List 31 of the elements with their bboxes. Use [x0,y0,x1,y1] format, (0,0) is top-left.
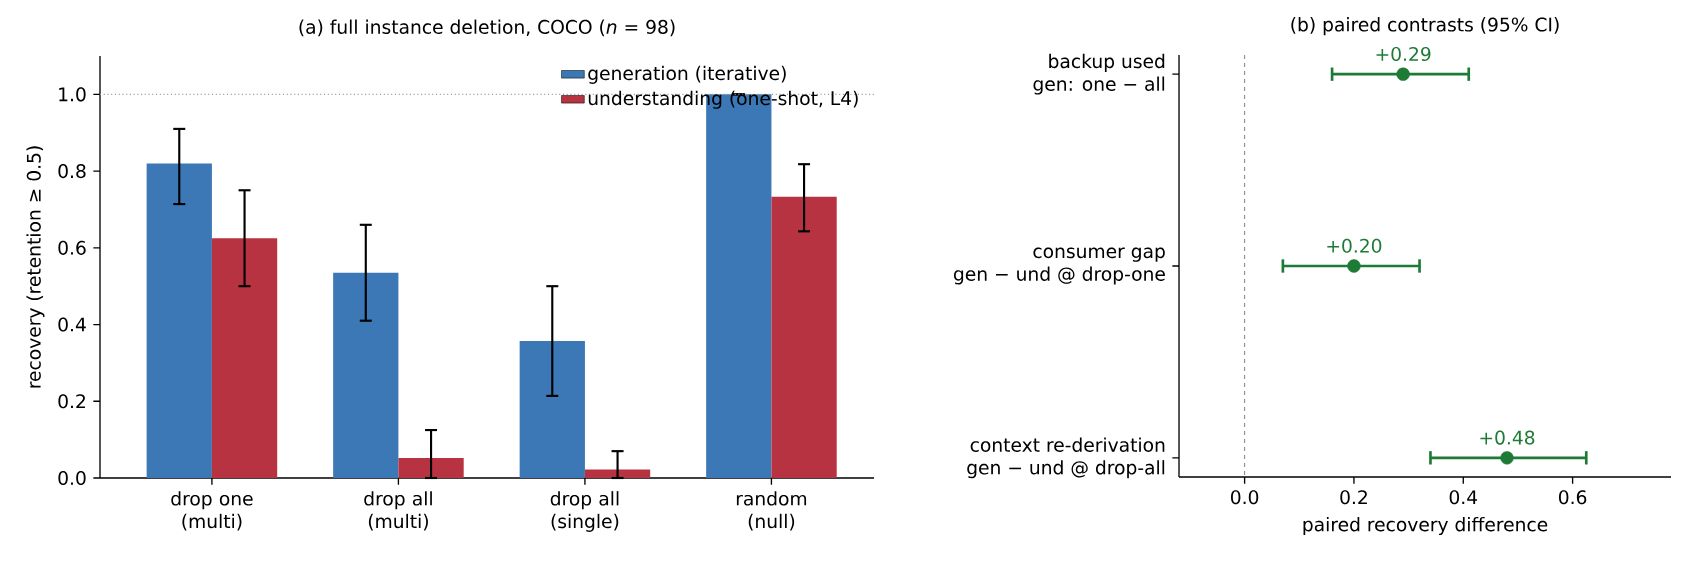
x-tick-label: drop all (single) [550,491,619,532]
x-tick-label: 0.4 [1449,490,1478,505]
data-label: +0.48 [1480,430,1535,445]
y-tick-label: 0.8 [58,164,86,179]
legend-label: generation (iterative) [588,65,786,84]
bar [398,458,464,478]
x-tick-label: 0.2 [1340,490,1367,505]
x-tick-label: drop one (multi) [171,491,253,531]
y-tick-label: 0.6 [58,240,86,255]
bar [771,196,837,478]
bar [333,272,399,478]
y-tick-label: 0.0 [58,470,86,486]
chart-title: (a) full instance deletion, COCO (n = 98) [299,19,675,37]
y-tick-label: consumer gap gen − und @ drop-one [953,247,1165,285]
y-tick-label: backup used gen: one − all [1033,53,1165,95]
x-tick-label: 0.6 [1558,490,1587,505]
bar [519,341,585,478]
x-tick-label: 0.0 [1231,490,1259,505]
data-label: +0.20 [1327,238,1382,253]
bar [146,163,212,478]
x-tick-label: drop all (multi) [364,491,432,531]
chart-title: (b) paired contrasts (95% CI) [1291,17,1559,36]
y-tick-label: 0.2 [58,394,85,409]
y-tick-label: 1.0 [59,87,86,102]
data-label: +0.29 [1376,46,1431,62]
x-axis-title: paired recovery difference [1303,516,1548,536]
bar [211,238,278,478]
x-tick-label: random (null) [736,491,807,531]
y-axis-title: recovery (retention ≥ 0.5) [26,146,45,388]
y-tick-label: 0.4 [58,317,86,332]
y-tick-label: context re-derivation gen − und @ drop-all [967,437,1165,479]
